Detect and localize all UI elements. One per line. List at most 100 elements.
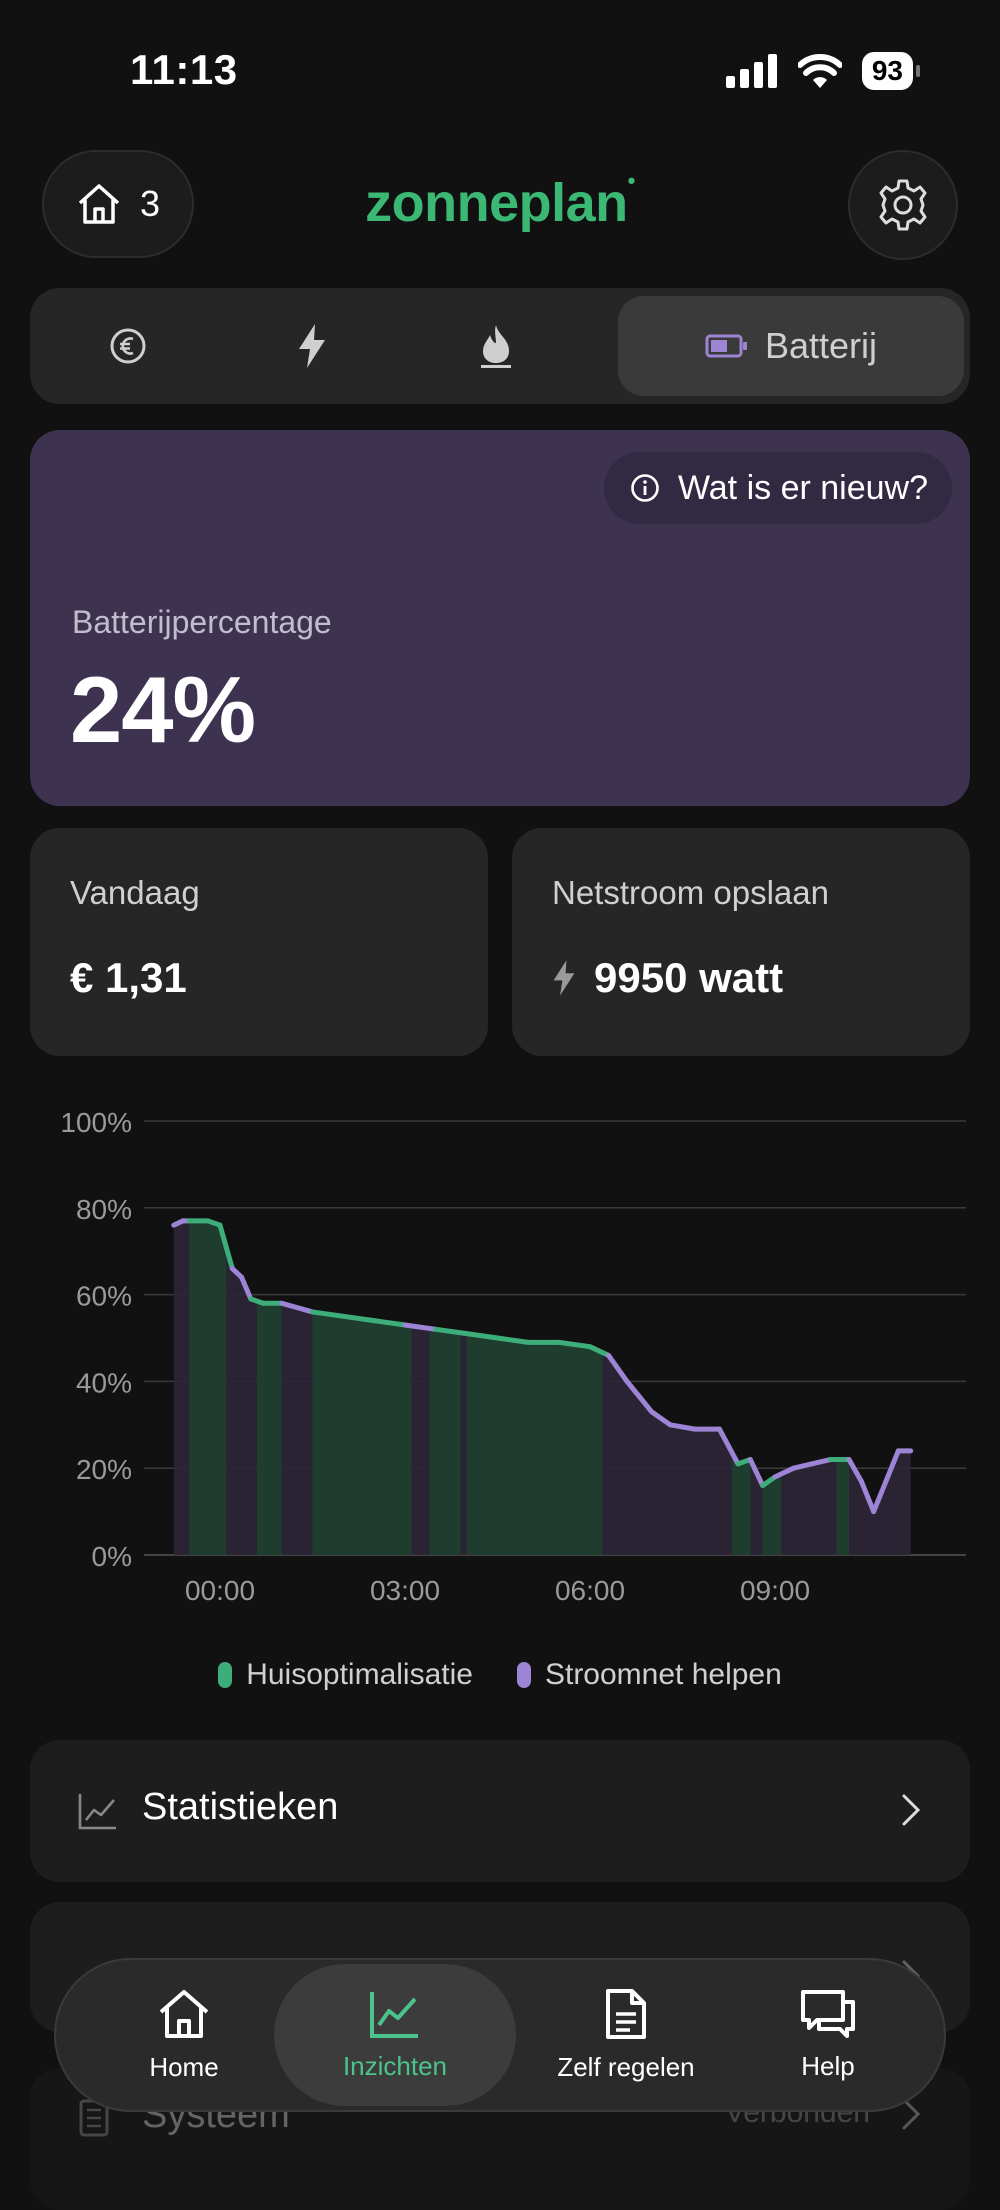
line-segment — [587, 1344, 611, 1358]
legend-label-home-optimization: Huisoptimalisatie — [246, 1658, 473, 1691]
flame-icon — [481, 325, 511, 368]
house-icon — [159, 1989, 209, 2038]
area-fill-home-optimization — [189, 1220, 227, 1555]
x-tick-label: 09:00 — [740, 1575, 810, 1606]
x-tick-label: 03:00 — [370, 1575, 440, 1606]
line-segment — [717, 1426, 741, 1467]
nav-home[interactable]: Home — [96, 1964, 272, 2106]
battery-icon — [705, 334, 747, 358]
tab-battery-label: Batterij — [764, 325, 878, 366]
y-tick-label: 20% — [76, 1454, 132, 1485]
grid-storage-label: Netstroom opslaan — [552, 874, 829, 911]
house-icon — [78, 184, 120, 224]
nav-self-control[interactable]: Zelf regelen — [526, 1964, 726, 2106]
insight-tabs: Batterij — [30, 288, 970, 404]
today-card[interactable]: Vandaag € 1,31 — [30, 828, 488, 1056]
legend-label-grid-help: Stroomnet helpen — [544, 1658, 782, 1691]
gear-icon — [879, 179, 927, 231]
line-segment — [649, 1409, 673, 1428]
chat-icon — [801, 1989, 855, 2038]
line-segment — [310, 1309, 346, 1319]
logo-dot: • — [627, 168, 636, 193]
grid-storage-card[interactable]: Netstroom opslaan 9950 watt — [512, 828, 970, 1056]
chart-legend: Huisoptimalisatie Stroomnet helpen — [0, 1658, 1000, 1692]
line-segment — [495, 1335, 531, 1345]
x-tick-label: 06:00 — [555, 1575, 625, 1606]
line-segment — [846, 1457, 864, 1484]
nav-insights-label: Inzichten — [342, 2050, 448, 2081]
legend-dot-purple — [516, 1662, 531, 1688]
grid-storage-amount: 9950 watt — [594, 954, 784, 1001]
battery-percentage-value: 24% — [70, 657, 256, 762]
nav-home-label: Home — [149, 2051, 219, 2082]
line-segment — [239, 1274, 254, 1302]
app-logo: zonneplan• — [0, 168, 1000, 234]
nav-help[interactable]: Help — [748, 1964, 908, 2106]
line-segment — [760, 1474, 778, 1489]
lightning-icon — [553, 960, 575, 996]
status-icons: 93 — [725, 52, 920, 90]
statistics-row[interactable]: Statistieken — [30, 1740, 970, 1882]
whats-new-button[interactable]: Wat is er nieuw? — [603, 452, 952, 524]
line-segment — [624, 1378, 655, 1415]
line-segment — [809, 1457, 833, 1467]
line-segment — [556, 1339, 593, 1350]
line-segment — [791, 1461, 815, 1471]
signal-icon — [725, 54, 777, 88]
settings-button[interactable] — [848, 150, 958, 260]
home-count: 3 — [139, 183, 161, 224]
document-icon — [606, 1988, 646, 2039]
chart-line-icon — [370, 1991, 418, 2038]
line-segment — [606, 1352, 630, 1384]
nav-help-label: Help — [801, 2050, 855, 2081]
today-value: € 1,31 — [70, 954, 187, 1002]
area-fill-home-optimization — [762, 1220, 782, 1555]
tab-electricity[interactable] — [220, 296, 404, 396]
chevron-right-icon — [902, 1794, 921, 1826]
logo-text: zonneplan — [365, 173, 628, 233]
grid-storage-value: 9950 watt — [552, 954, 783, 1002]
line-segment — [402, 1322, 439, 1332]
area-fill-home-optimization — [429, 1220, 461, 1555]
y-tick-label: 0% — [92, 1541, 132, 1572]
euro-icon — [110, 328, 146, 364]
lightning-icon — [299, 324, 325, 368]
line-segment — [772, 1465, 796, 1480]
line-segment — [371, 1318, 408, 1328]
line-segment — [433, 1326, 470, 1337]
nav-insights[interactable]: Inzichten — [274, 1964, 516, 2106]
y-tick-label: 100% — [60, 1107, 132, 1138]
area-fill-home-optimization — [731, 1220, 751, 1555]
line-segment — [883, 1448, 901, 1484]
nav-self-control-label: Zelf regelen — [557, 2051, 695, 2082]
line-segment — [464, 1331, 500, 1341]
status-time: 11:13 — [130, 46, 238, 93]
battery-tip — [916, 65, 920, 77]
battery-level: 93 — [861, 52, 913, 90]
y-tick-label: 60% — [76, 1281, 132, 1312]
battery-chart: 100% 80% 60% 40% 20% 0% 00:00 03:00 06:00 09:00 — [60, 1107, 966, 1606]
area-fill-home-optimization — [257, 1220, 282, 1555]
y-tick-label: 80% — [76, 1194, 132, 1225]
whats-new-label: Wat is er nieuw? — [677, 468, 928, 507]
y-tick-label: 40% — [76, 1367, 132, 1398]
x-tick-label: 00:00 — [185, 1575, 255, 1606]
line-segment — [747, 1457, 766, 1489]
today-amount: € 1,31 — [70, 954, 187, 1001]
tab-gas[interactable] — [404, 296, 588, 396]
tab-costs[interactable] — [36, 296, 220, 396]
statistics-label: Statistieken — [142, 1786, 339, 1828]
info-icon — [631, 474, 659, 502]
chart-line-icon — [78, 1794, 116, 1830]
line-segment — [858, 1478, 877, 1515]
line-segment — [217, 1222, 235, 1272]
wifi-icon — [797, 54, 842, 88]
line-segment — [871, 1478, 889, 1515]
line-segment — [340, 1313, 377, 1324]
legend-dot-green — [218, 1662, 233, 1688]
home-selector-button[interactable]: 3 — [42, 150, 194, 258]
line-segment — [279, 1300, 315, 1315]
battery-indicator: 93 — [861, 52, 920, 90]
tab-battery[interactable]: Batterij — [618, 296, 964, 396]
today-label: Vandaag — [70, 874, 200, 911]
